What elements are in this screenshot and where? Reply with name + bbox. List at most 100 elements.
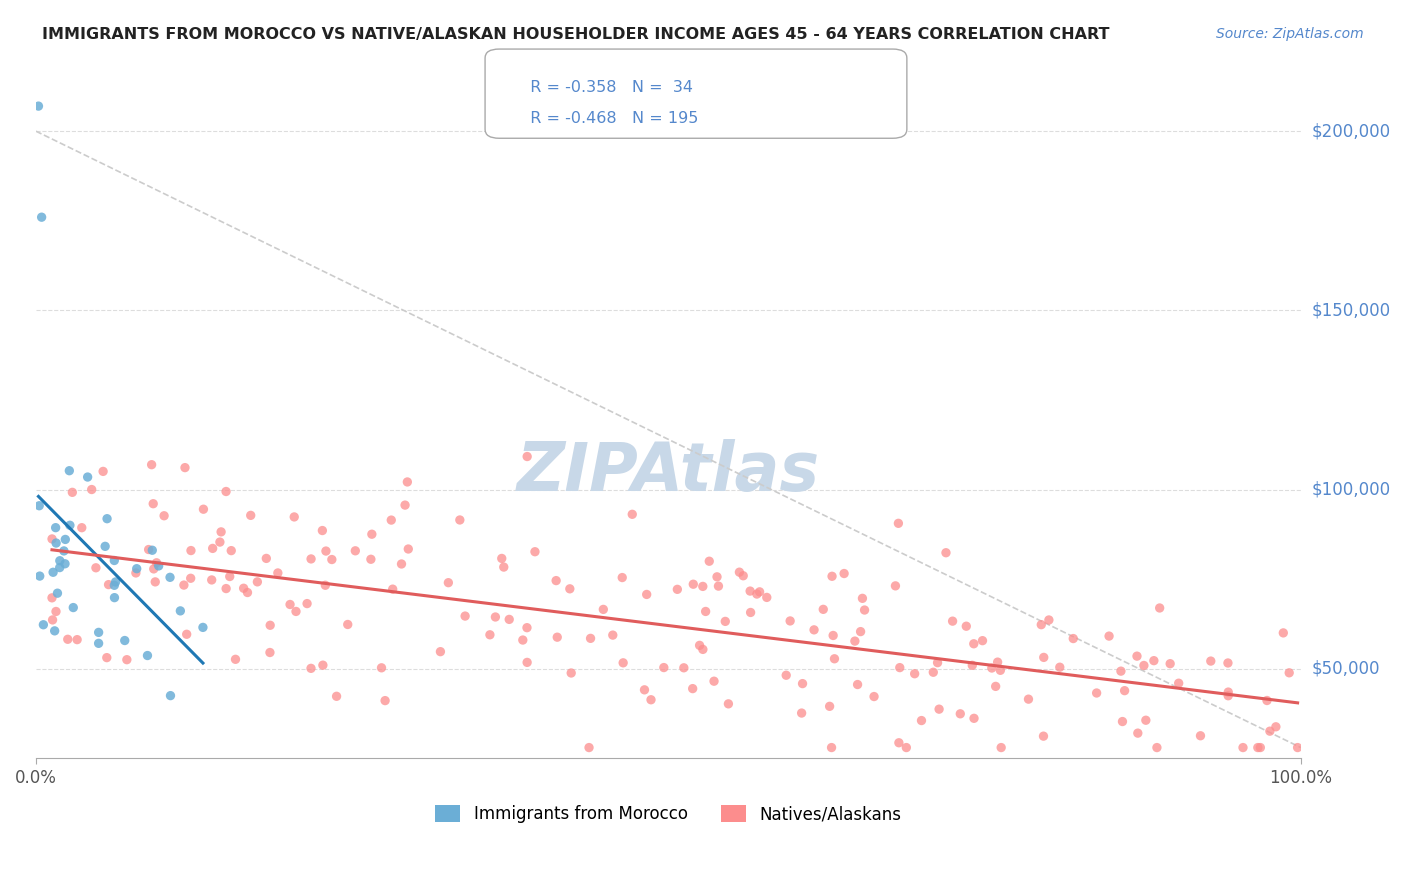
Point [740, 606, 762, 620]
Point [910, 714, 932, 728]
Point [380, 513, 402, 527]
Point [1232, 740, 1254, 755]
Point [728, 565, 751, 579]
Point [299, 552, 322, 566]
Point [381, 582, 404, 596]
Point [94, 539, 117, 553]
Point [779, 614, 801, 628]
Point [103, 578, 125, 592]
Point [666, 582, 689, 597]
Point [344, 543, 367, 558]
Point [1258, 724, 1281, 739]
Point [478, 628, 501, 642]
Point [159, 570, 181, 584]
Point [813, 602, 835, 616]
Point [321, 552, 343, 566]
Point [45, 521, 67, 535]
Point [990, 663, 1012, 677]
Point [53, 533, 76, 547]
Point [28, 569, 51, 583]
Point [963, 711, 986, 725]
Point [173, 578, 195, 592]
Point [31, 210, 53, 224]
Point [1126, 726, 1149, 740]
Point [114, 633, 136, 648]
Point [1167, 676, 1189, 690]
Point [96, 511, 118, 525]
Point [927, 656, 949, 670]
Point [41, 532, 63, 546]
Point [1216, 656, 1239, 670]
Point [578, 740, 600, 755]
Point [1159, 657, 1181, 671]
Point [159, 689, 181, 703]
Point [1189, 729, 1212, 743]
Point [46, 586, 69, 600]
Point [87, 636, 110, 650]
Point [633, 682, 655, 697]
Point [91, 464, 114, 478]
Point [990, 740, 1012, 755]
Point [236, 585, 259, 599]
Point [53, 557, 76, 571]
Point [138, 542, 160, 557]
Point [492, 560, 515, 574]
Point [922, 665, 945, 680]
Point [174, 460, 197, 475]
Point [955, 619, 977, 633]
Point [484, 610, 506, 624]
Point [1249, 740, 1271, 755]
Point [844, 634, 866, 648]
Point [853, 603, 876, 617]
Point [32, 617, 55, 632]
Point [143, 574, 166, 589]
Point [391, 557, 413, 571]
Point [52, 544, 75, 558]
Point [516, 656, 538, 670]
Point [44, 624, 66, 638]
Point [980, 661, 1002, 675]
Text: R = -0.358   N =  34: R = -0.358 N = 34 [520, 80, 693, 95]
Point [45, 605, 67, 619]
Point [58, 464, 80, 478]
Point [396, 541, 419, 556]
Point [136, 648, 159, 663]
Text: Source: ZipAtlas.com: Source: ZipAtlas.com [1216, 27, 1364, 41]
Point [612, 570, 634, 584]
Point [259, 618, 281, 632]
Point [896, 740, 918, 755]
Point [70, 521, 93, 535]
Point [1278, 665, 1301, 680]
Point [42, 566, 65, 580]
Point [169, 604, 191, 618]
Point [602, 628, 624, 642]
Point [66, 632, 89, 647]
Point [612, 656, 634, 670]
Point [254, 551, 277, 566]
Point [949, 706, 972, 721]
Point [259, 646, 281, 660]
Point [745, 587, 768, 601]
Point [1098, 629, 1121, 643]
Point [849, 624, 872, 639]
Point [59, 518, 82, 533]
Point [283, 510, 305, 524]
Point [512, 633, 534, 648]
Point [821, 569, 844, 583]
Point [1038, 613, 1060, 627]
Point [884, 579, 907, 593]
Point [692, 579, 714, 593]
Point [755, 591, 778, 605]
Point [215, 484, 238, 499]
Point [96, 650, 118, 665]
Point [942, 614, 965, 628]
Point [703, 674, 725, 689]
Point [218, 569, 240, 583]
Point [832, 566, 855, 581]
Point [863, 690, 886, 704]
Point [336, 617, 359, 632]
Point [312, 658, 335, 673]
Point [314, 578, 336, 592]
Point [1126, 649, 1149, 664]
Point [360, 527, 382, 541]
